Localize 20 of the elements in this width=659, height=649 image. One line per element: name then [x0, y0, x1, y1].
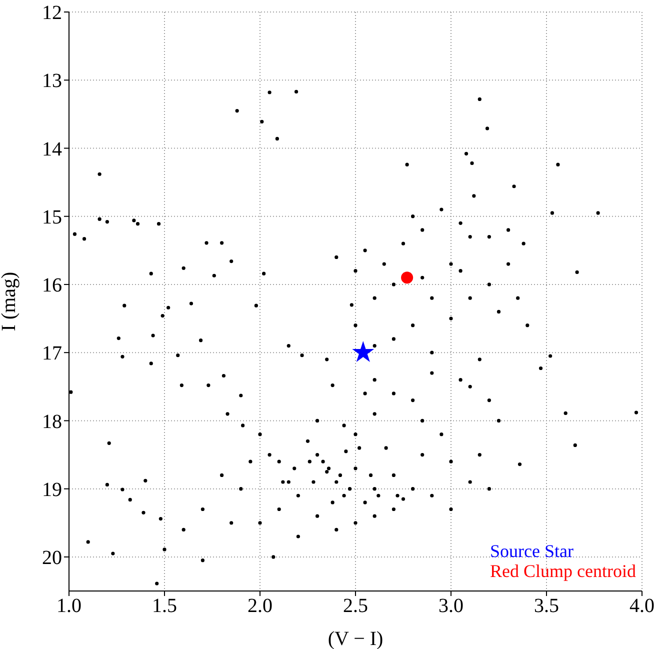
- y-tick-label: 19: [42, 478, 62, 501]
- y-tick-label: 20: [42, 547, 62, 570]
- y-tick-label: 18: [42, 410, 62, 433]
- y-tick-label: 17: [42, 342, 62, 365]
- x-tick-label: 4.0: [630, 595, 654, 618]
- y-tick-label: 15: [42, 206, 62, 228]
- text: Source Star: [490, 541, 574, 561]
- x-tick-label: 3.0: [438, 595, 464, 618]
- x-axis-title: (V − I): [328, 628, 384, 649]
- x-tick-label: 3.5: [534, 595, 559, 618]
- y-axis-title: I (mag): [0, 272, 20, 332]
- y-tick-label: 16: [42, 274, 62, 297]
- x-tick-label: 2.0: [248, 595, 272, 618]
- y-tick-label: 14: [42, 138, 62, 160]
- x-tick-label: 2.5: [343, 595, 368, 618]
- y-tick-label: 13: [42, 70, 62, 92]
- x-tick-label: 1.5: [152, 595, 177, 618]
- x-tick-label: 1.0: [56, 595, 82, 618]
- y-tick-label: 12: [42, 2, 62, 24]
- text: Red Clump centroid: [490, 561, 636, 581]
